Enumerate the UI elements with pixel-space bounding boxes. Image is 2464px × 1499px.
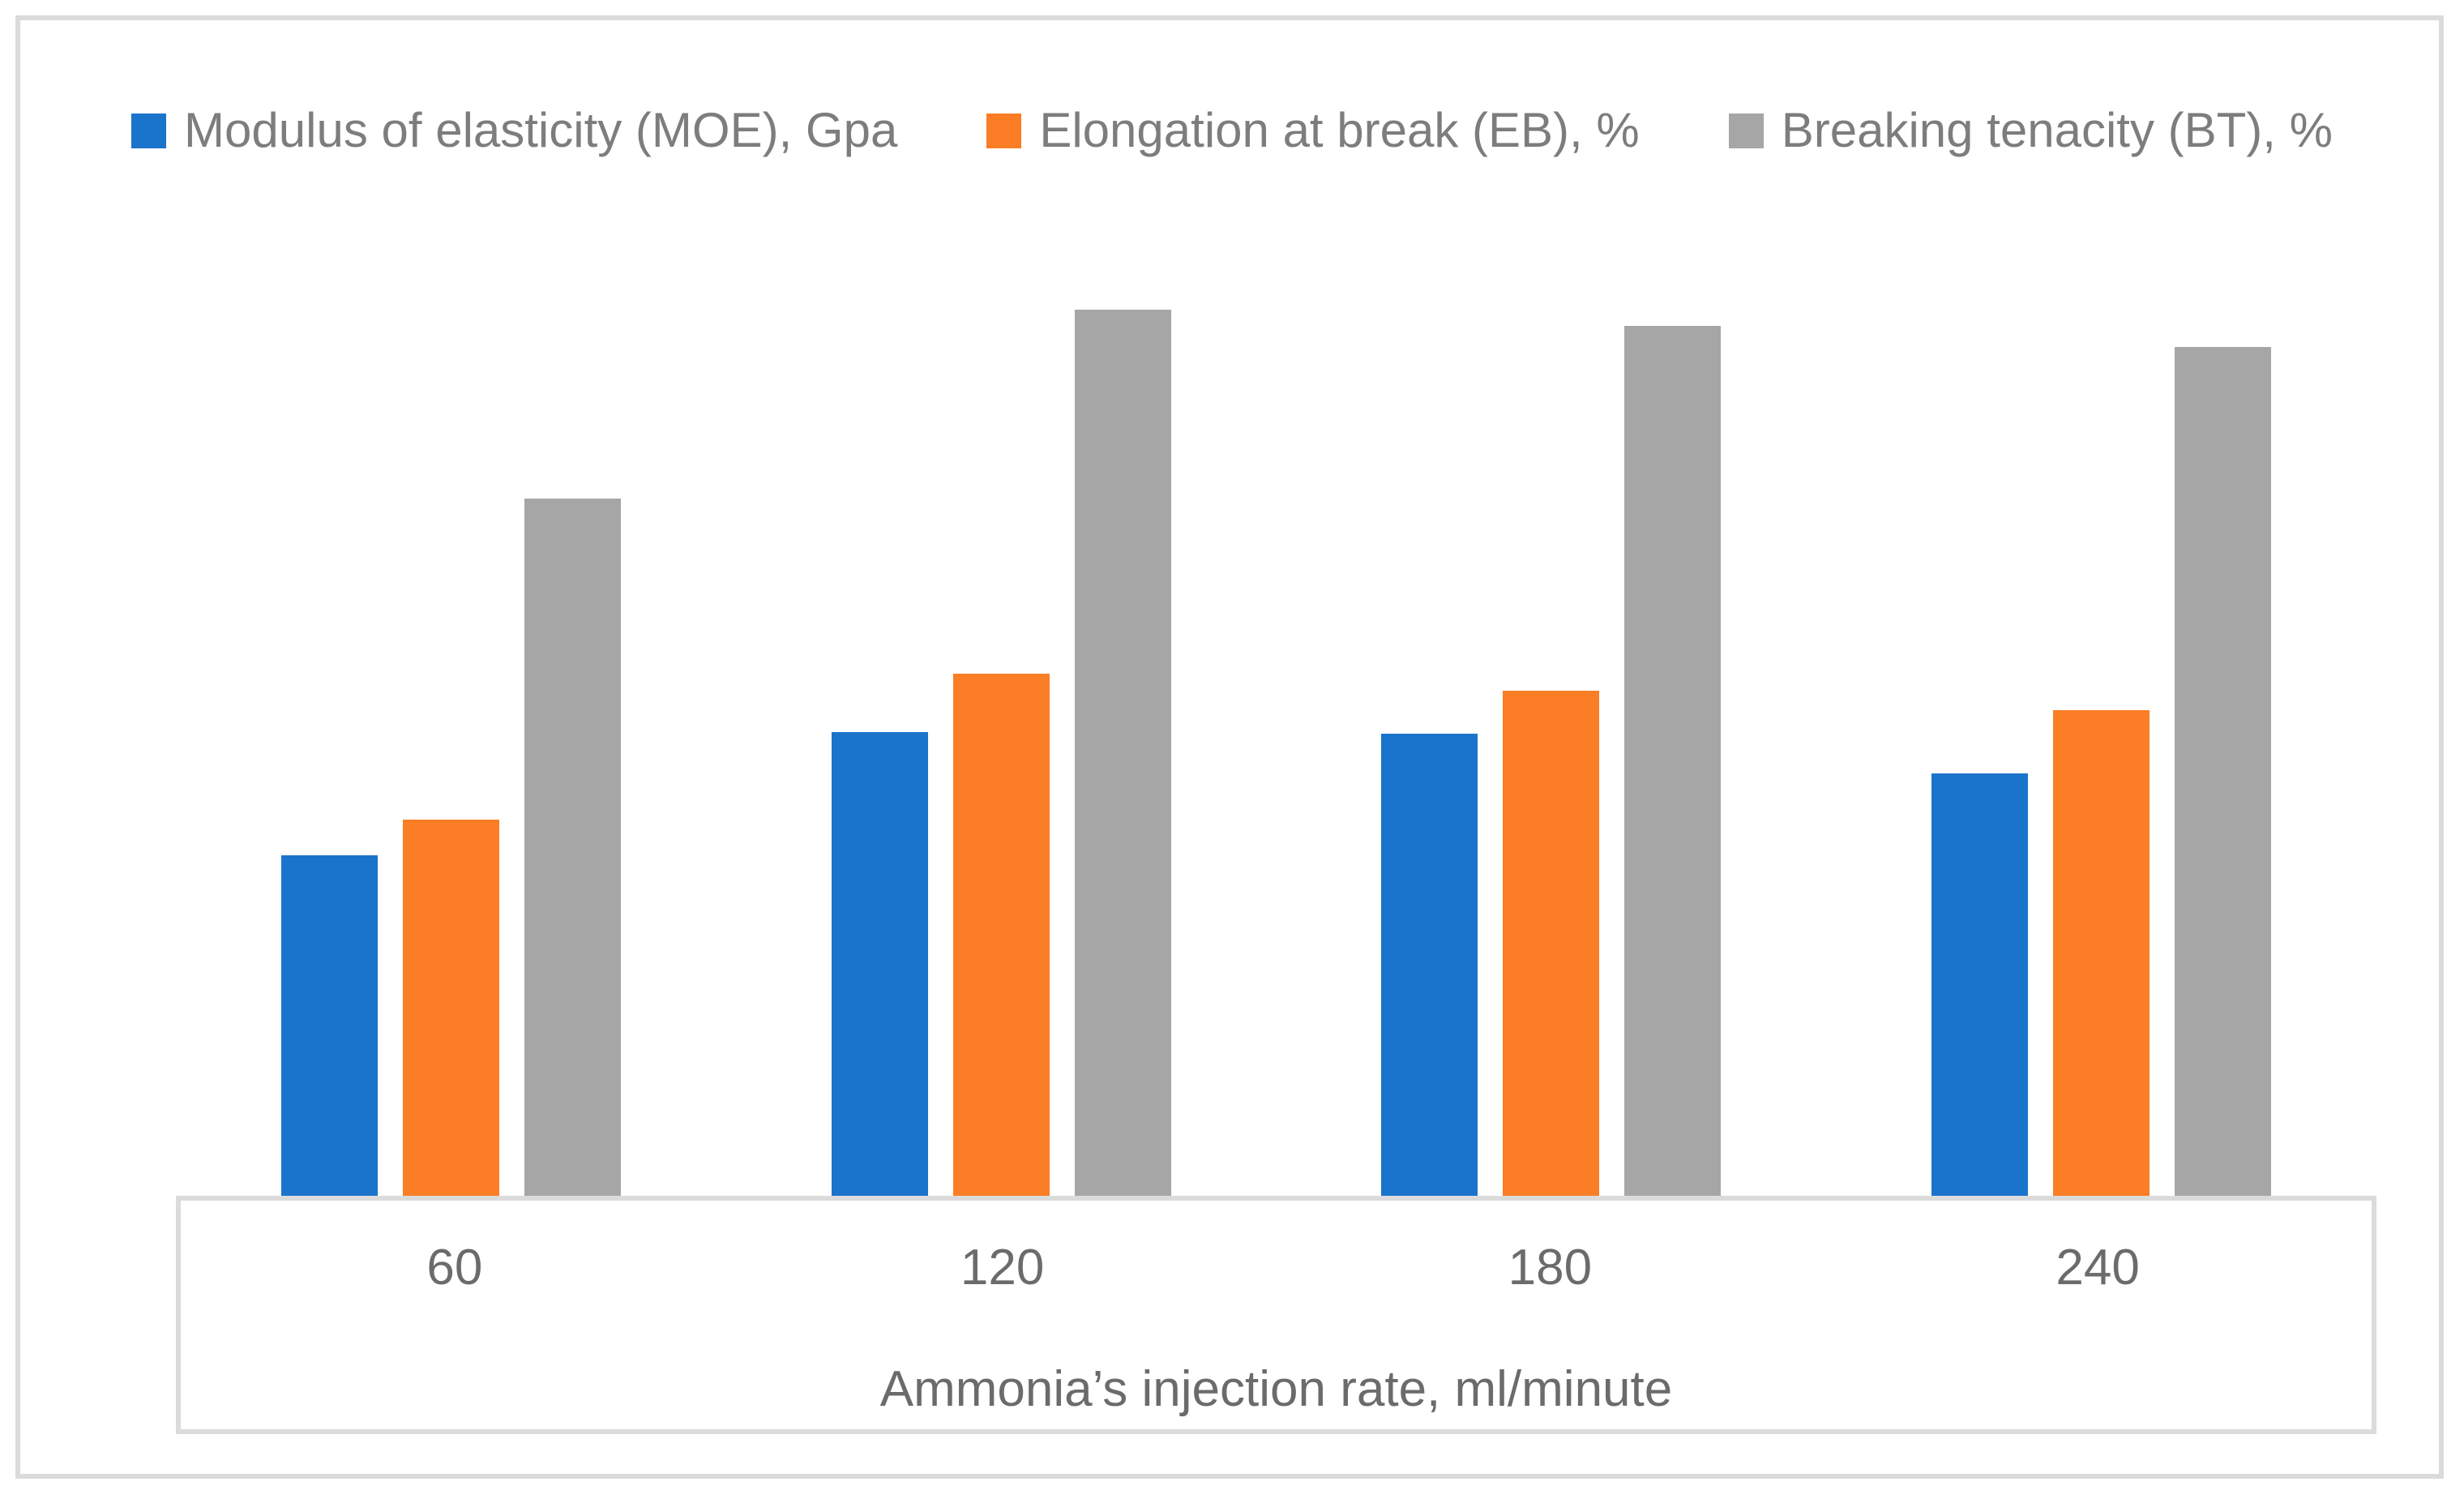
bar-moe-gpa-60	[280, 855, 378, 1197]
bar-group-60	[176, 186, 726, 1197]
legend-item-bt: Breaking tenacity (BT), %	[1728, 103, 2333, 157]
x-tick-label-120: 120	[960, 1240, 1045, 1296]
bar-moe-gpa-240	[1931, 773, 2029, 1197]
bar-moe-gpa-180	[1381, 734, 1478, 1197]
bar-bt--180	[1624, 326, 1722, 1197]
x-axis-title: Ammonia’s injection rate, ml/minute	[879, 1361, 1673, 1417]
legend-swatch-eb-icon	[986, 113, 1022, 148]
legend-swatch-moe-icon	[131, 113, 167, 148]
x-tick-label-240: 240	[2055, 1240, 2140, 1296]
legend-label-moe: Modulus of elasticity (MOE), Gpa	[184, 103, 898, 157]
bar-group-120	[726, 186, 1277, 1197]
bar-eb--240	[2053, 710, 2150, 1197]
x-axis-band: 60 120 180 240 Ammonia’s injection rate, ml…	[176, 1196, 2376, 1434]
bar-eb--180	[1503, 691, 1600, 1197]
bar-group-180	[1277, 186, 1827, 1197]
bar-bt--120	[1074, 310, 1171, 1197]
legend-item-eb: Elongation at break (EB), %	[986, 103, 1640, 157]
x-axis-tick-row: 60 120 180 240	[181, 1243, 2372, 1293]
bar-eb--120	[952, 674, 1050, 1197]
bar-group-240	[1826, 186, 2376, 1197]
legend-item-moe: Modulus of elasticity (MOE), Gpa	[131, 106, 897, 155]
legend-label-eb: Elongation at break (EB), %	[1039, 103, 1640, 157]
bar-bt--240	[2175, 347, 2272, 1197]
chart-legend: Modulus of elasticity (MOE), Gpa Elongat…	[0, 104, 2464, 157]
bar-eb--60	[402, 820, 499, 1197]
legend-label-bt: Breaking tenacity (BT), %	[1781, 103, 2333, 157]
legend-swatch-bt-icon	[1728, 113, 1764, 148]
chart-outer-border	[15, 15, 2444, 1479]
x-tick-label-180: 180	[1508, 1240, 1593, 1296]
bar-bt--60	[524, 499, 621, 1197]
x-tick-label-60: 60	[426, 1240, 483, 1296]
bar-moe-gpa-120	[831, 732, 928, 1197]
plot-area	[176, 186, 2376, 1197]
